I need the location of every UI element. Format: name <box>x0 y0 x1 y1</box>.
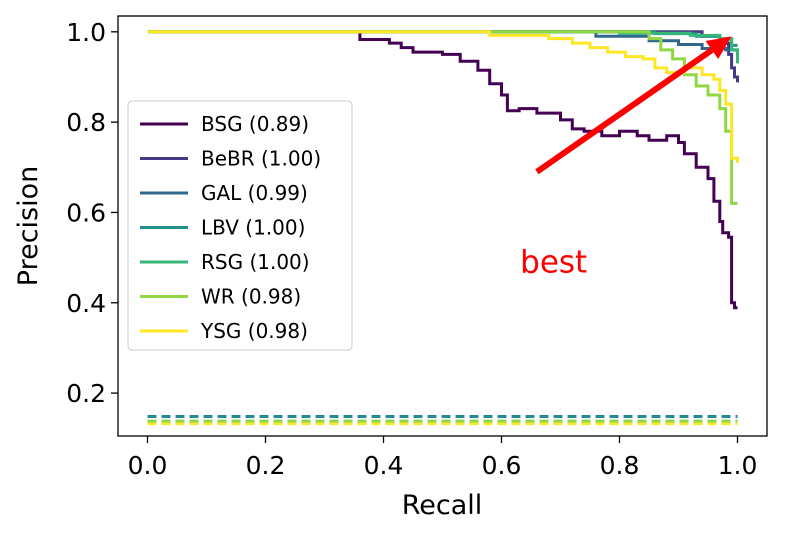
legend-label: RSG (1.00) <box>201 250 310 274</box>
y-tick-label: 0.6 <box>66 198 106 227</box>
y-tick-label: 1.0 <box>66 18 106 47</box>
legend-label: BSG (0.89) <box>201 112 309 136</box>
series-line <box>147 30 738 52</box>
y-axis-ticks: 0.2 0.4 0.6 0.8 1.0 <box>66 18 118 408</box>
annotation-text: best <box>520 245 587 281</box>
legend-label: LBV (1.00) <box>201 216 305 240</box>
pr-curves <box>147 30 739 310</box>
y-tick-label: 0.8 <box>66 108 106 137</box>
x-axis-label: Recall <box>402 490 483 521</box>
x-tick-label: 0.6 <box>482 451 522 480</box>
x-tick-label: 0.2 <box>246 451 286 480</box>
x-tick-label: 0.8 <box>600 451 640 480</box>
legend-label: YSG (0.98) <box>200 319 308 343</box>
x-tick-label: 1.0 <box>718 451 758 480</box>
annotation-arrow-head <box>705 36 732 60</box>
y-tick-label: 0.2 <box>66 379 106 408</box>
legend: BSG (0.89) BeBR (1.00) GAL (0.99) LBV (1.00… <box>127 100 353 351</box>
legend-label: BeBR (1.00) <box>201 147 321 171</box>
legend-label: GAL (0.99) <box>201 181 308 205</box>
baseline-lines <box>147 415 738 426</box>
x-tick-label: 0.4 <box>364 451 404 480</box>
y-axis-label: Precision <box>13 166 44 286</box>
series-line <box>147 30 738 205</box>
plot-frame <box>117 15 768 437</box>
y-tick-label: 0.4 <box>66 289 106 318</box>
series-line <box>147 30 739 163</box>
x-axis-ticks: 0.0 0.2 0.4 0.6 0.8 1.0 <box>128 436 758 480</box>
legend-frame <box>127 100 353 351</box>
x-tick-label: 0.0 <box>128 451 168 480</box>
best-annotation: best <box>520 36 732 281</box>
legend-label: WR (0.98) <box>201 285 301 309</box>
annotation-arrow-shaft <box>535 47 714 175</box>
